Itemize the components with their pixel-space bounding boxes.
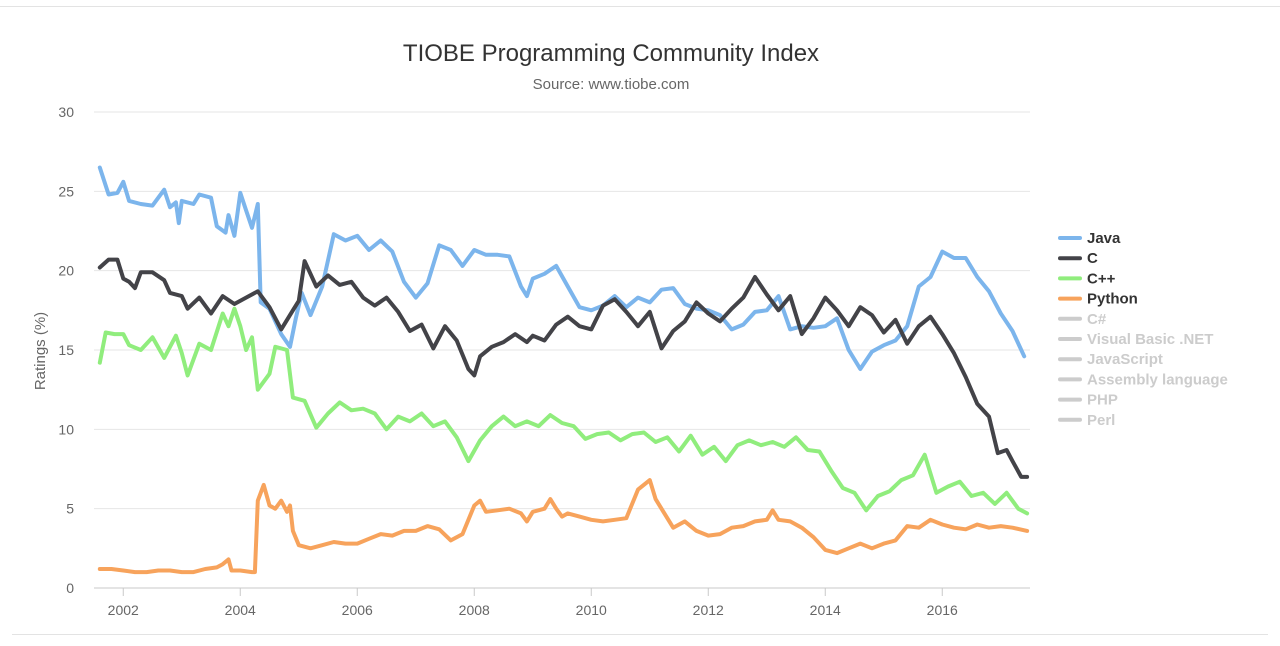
x-axis-ticks: 2002 2004 2006 2008 2010 2012 2014 2016 <box>108 588 958 618</box>
series-line-c[interactable] <box>97 306 1030 516</box>
x-tick-label: 2006 <box>342 602 373 618</box>
chart-subtitle: Source: www.tiobe.com <box>533 76 690 93</box>
series-line-java[interactable] <box>97 165 1027 371</box>
y-tick-label: 25 <box>58 183 74 199</box>
legend-item-php[interactable]: PHP <box>1058 392 1118 409</box>
legend: Java C C++ Python C# Visual Basic .NET JavaScr… <box>1058 230 1228 429</box>
legend-item-c[interactable]: C <box>1058 250 1098 267</box>
y-tick-label: 20 <box>58 263 74 279</box>
x-tick-label: 2010 <box>576 602 607 618</box>
x-tick-label: 2014 <box>810 602 841 618</box>
legend-label: C <box>1087 250 1098 267</box>
x-tick-label: 2004 <box>225 602 256 618</box>
chart-title: TIOBE Programming Community Index <box>403 40 819 67</box>
legend-label: Assembly language <box>1087 371 1228 388</box>
legend-label: JavaScript <box>1087 351 1163 368</box>
x-tick-label: 2002 <box>108 602 139 618</box>
legend-label: PHP <box>1087 392 1118 409</box>
legend-label: Perl <box>1087 412 1115 429</box>
x-tick-label: 2012 <box>693 602 724 618</box>
legend-label: C++ <box>1087 270 1116 287</box>
y-axis-title: Ratings (%) <box>32 312 49 390</box>
series-line-c[interactable] <box>97 257 1030 479</box>
legend-item-javascript[interactable]: JavaScript <box>1058 351 1163 368</box>
bottom-divider <box>12 634 1268 635</box>
series-group <box>97 165 1030 575</box>
x-tick-label: 2008 <box>459 602 490 618</box>
x-tick-label: 2016 <box>927 602 958 618</box>
y-tick-label: 5 <box>66 501 74 517</box>
legend-label: Java <box>1087 230 1121 247</box>
y-tick-label: 10 <box>58 421 74 437</box>
y-axis-ticks: 0 5 10 15 20 25 30 <box>58 104 74 596</box>
legend-item-java[interactable]: Java <box>1058 230 1121 247</box>
top-divider <box>0 6 1280 7</box>
legend-item-perl[interactable]: Perl <box>1058 412 1115 429</box>
legend-item-python[interactable]: Python <box>1058 291 1138 308</box>
legend-label: C# <box>1087 311 1107 328</box>
y-tick-label: 0 <box>66 580 74 596</box>
y-tick-label: 30 <box>58 104 74 120</box>
legend-label: Python <box>1087 291 1138 308</box>
legend-label: Visual Basic .NET <box>1087 331 1213 348</box>
legend-item-c[interactable]: C# <box>1058 311 1107 328</box>
series-line-python[interactable] <box>97 478 1030 575</box>
legend-item-c[interactable]: C++ <box>1058 270 1116 287</box>
y-tick-label: 15 <box>58 342 74 358</box>
legend-item-assembly-language[interactable]: Assembly language <box>1058 371 1228 388</box>
legend-item-visual-basic-net[interactable]: Visual Basic .NET <box>1058 331 1213 348</box>
